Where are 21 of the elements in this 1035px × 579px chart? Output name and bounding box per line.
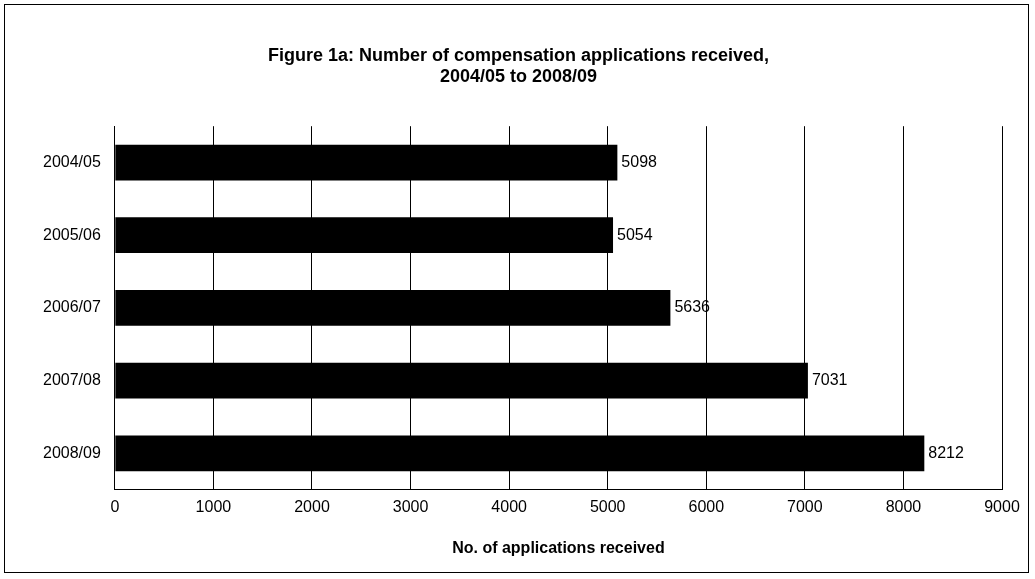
x-tick-label: 6000 bbox=[688, 497, 725, 515]
y-tick-label: 2004/05 bbox=[42, 152, 101, 170]
x-tick-label: 7000 bbox=[787, 497, 823, 515]
x-tick-label: 0 bbox=[110, 497, 120, 515]
x-tick-label: 5000 bbox=[589, 497, 626, 515]
x-tick-label: 2000 bbox=[294, 497, 330, 515]
data-label: 7031 bbox=[811, 370, 848, 388]
data-label: 5054 bbox=[617, 225, 653, 243]
chart-title: Figure 1a: Number of compensation applications received, 2004/05 to 2008/09 bbox=[267, 44, 770, 87]
x-axis-title: No. of applications received bbox=[452, 538, 665, 556]
x-tick-label: 1000 bbox=[195, 497, 232, 515]
x-tick-label: 8000 bbox=[885, 497, 922, 515]
x-tick-label: 4000 bbox=[491, 497, 528, 515]
data-label: 8212 bbox=[928, 443, 965, 461]
data-label: 5098 bbox=[621, 152, 658, 170]
x-tick-label: 3000 bbox=[392, 497, 429, 515]
y-tick-label: 2006/07 bbox=[42, 298, 101, 316]
y-tick-label: 2007/08 bbox=[42, 370, 101, 388]
y-tick-label: 2008/09 bbox=[42, 443, 101, 461]
y-tick-label: 2005/06 bbox=[42, 225, 101, 243]
x-tick-label: 9000 bbox=[984, 497, 1020, 515]
